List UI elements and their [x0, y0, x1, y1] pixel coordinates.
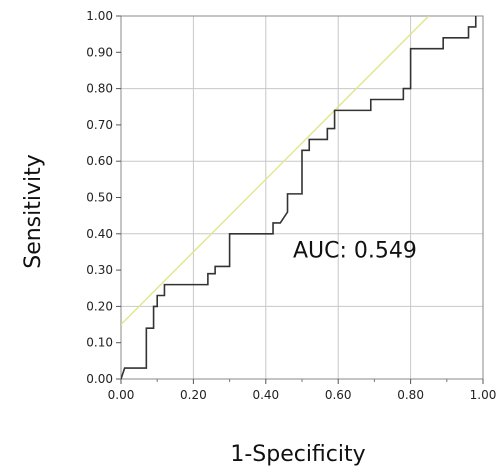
x-axis-title: 1-Specificity [230, 442, 365, 467]
y-tick-label: 0.00 [86, 372, 113, 386]
y-tick-label: 0.10 [86, 336, 113, 350]
y-axis-title: Sensitivity [21, 154, 46, 269]
series-layer [121, 16, 477, 379]
x-tick-label: 1.00 [470, 388, 496, 402]
y-tick-label: 0.80 [86, 82, 113, 96]
y-tick-label: 0.90 [86, 45, 113, 59]
roc-curve [121, 16, 477, 379]
reference-line [121, 16, 430, 326]
x-tick-label: 0.80 [397, 388, 424, 402]
y-tick-label: 0.30 [86, 263, 113, 277]
y-tick-label: 0.60 [86, 154, 113, 168]
plot-area [121, 16, 483, 379]
y-tick-label: 1.00 [86, 9, 113, 23]
grid-layer [121, 15, 484, 379]
x-tick-label: 0.60 [325, 388, 352, 402]
y-tick-label: 0.20 [86, 299, 113, 313]
y-tick-label: 0.70 [86, 118, 113, 132]
axes-layer: 0.00 0.10 0.20 0.30 0.40 0.50 0.60 0.70 0.80 0.90… [86, 9, 496, 402]
auc-annotation: AUC: 0.549 [293, 238, 417, 263]
x-tick-label: 0.20 [180, 388, 207, 402]
y-tick-label: 0.50 [86, 191, 113, 205]
y-tick-label: 0.40 [86, 227, 113, 241]
x-tick-label: 0.40 [252, 388, 279, 402]
x-tick-label: 0.00 [108, 388, 135, 402]
label-layer: AUC: 0.549 1-Specificity Sensitivity [21, 154, 417, 467]
